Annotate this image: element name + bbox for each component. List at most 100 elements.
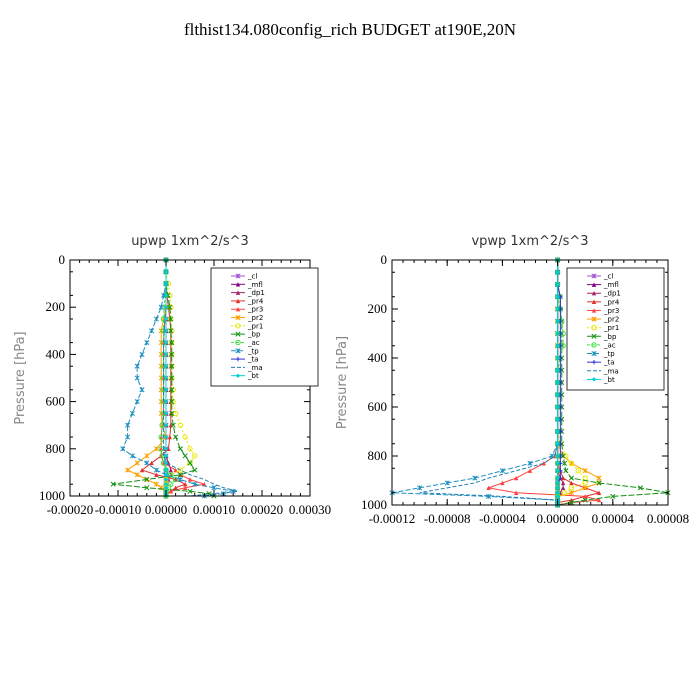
data-point-bt [163,434,169,440]
data-point-bt [163,281,169,286]
data-point-pr3 [541,461,546,466]
data-point-bt [163,375,169,381]
legend: _cl_mfl_dp1_pr4_pr3_pr2_pr1_bp_ac_tp_ta_… [566,267,665,391]
x-tick-label: -0.00004 [479,511,526,526]
data-point-bp [169,387,175,393]
data-point-bp [596,480,602,486]
data-point-pr3 [168,489,173,494]
data-point-pr1 [582,480,588,486]
data-point-pr3 [486,485,491,491]
data-point-bt [163,482,169,487]
x-tick-label: 0.00020 [241,502,283,517]
legend-marker-pr3 [235,307,241,312]
x-tick-label: 0.00010 [193,502,235,517]
y-tick-label: 0 [59,252,66,267]
data-point-bt [555,490,560,495]
x-tick-label: -0.00012 [369,511,416,526]
data-point-dp1 [560,480,566,486]
legend-marker-tp [591,350,597,357]
legend-marker-pr2 [591,316,597,322]
data-point-pr1 [568,460,575,467]
data-point-pr2 [125,467,131,473]
data-point-tp [149,328,155,334]
x-tick-label: -0.00010 [95,502,142,517]
data-point-bt [163,399,169,404]
data-point-bt [163,328,169,333]
data-point-tp [153,467,159,473]
data-point-bp [169,340,175,346]
legend-marker-mfl [235,282,241,287]
data-point-bt [555,282,560,287]
legend-marker-bp [591,333,597,339]
data-point-dp1 [560,485,566,491]
data-point-ac [168,481,174,487]
data-point-tp [417,485,423,491]
data-point-pr2 [596,475,602,481]
data-point-pr2 [144,453,150,459]
data-point-tp [134,399,140,405]
data-point-tp [153,316,159,322]
legend-label-pr4: _pr4 [603,298,620,306]
data-point-bp [168,316,174,322]
legend-box [566,267,665,391]
data-point-pr2 [153,446,159,452]
data-point-pr4 [560,475,566,481]
data-point-tp [158,304,164,310]
data-point-bt [555,429,560,434]
legend-label-cl: _cl [603,273,613,281]
y-tick-label: 400 [46,346,66,361]
data-point-tp [144,340,150,346]
data-point-pr4 [596,490,602,495]
data-point-bt [555,380,560,385]
legend-marker-dp1 [235,290,241,295]
legend-label-ta: _ta [247,356,259,364]
legend-label-tp: _tp [603,350,615,358]
data-point-pr1 [168,304,174,310]
data-point-tp [134,363,140,369]
data-point-pr2 [134,472,140,478]
x-tick-label: -0.00008 [424,511,471,526]
y-tick-label: 0 [381,252,388,267]
legend-marker-ta [235,356,241,362]
chart-panel-1: upwp 1xm^2/s^3 Pressure [hPa] 0 200 400 600 80… [13,234,331,517]
data-point-bt [555,306,560,312]
y-tick-label: 200 [368,301,388,316]
data-point-bt [555,404,560,410]
legend-marker-pr2 [235,314,241,321]
legend-label-pr3: _pr3 [603,307,619,315]
data-point-pr1 [177,422,184,428]
data-point-bt [555,494,560,499]
legend-label-bp: _bp [603,333,617,341]
data-point-bp [563,468,569,474]
data-point-tp [486,493,492,499]
y-tick-label: 800 [368,448,388,463]
data-point-pr3 [159,446,164,451]
y-axis-label: Pressure [hPa] [13,331,28,424]
data-point-bp [169,363,175,369]
data-point-pr4 [173,485,178,490]
y-tick-label: 200 [46,299,66,314]
data-point-pr2 [568,490,574,496]
data-point-bt [163,477,169,482]
data-point-bp [169,399,175,405]
y-tick-label: 600 [368,399,388,414]
data-point-pr4 [167,434,173,440]
legend-marker-mfl [591,282,597,287]
data-point-bp [568,499,574,506]
data-point-bt [555,480,560,486]
legend-label-ma: _ma [603,367,619,375]
data-point-bt [555,343,560,348]
legend-label-pr2: _pr2 [247,314,263,322]
data-point-bt [163,364,169,369]
data-point-pr1 [568,485,575,491]
data-point-pr4 [139,467,145,473]
data-point-pr4 [166,446,171,451]
data-point-bt [555,468,560,473]
data-point-bt [555,368,560,373]
data-point-bp [110,481,116,487]
data-point-pr4 [183,482,188,487]
data-point-bt [555,417,560,422]
y-tick-label: 1000 [39,488,65,503]
legend-marker-ta [591,359,597,365]
data-point-bt [163,340,169,345]
